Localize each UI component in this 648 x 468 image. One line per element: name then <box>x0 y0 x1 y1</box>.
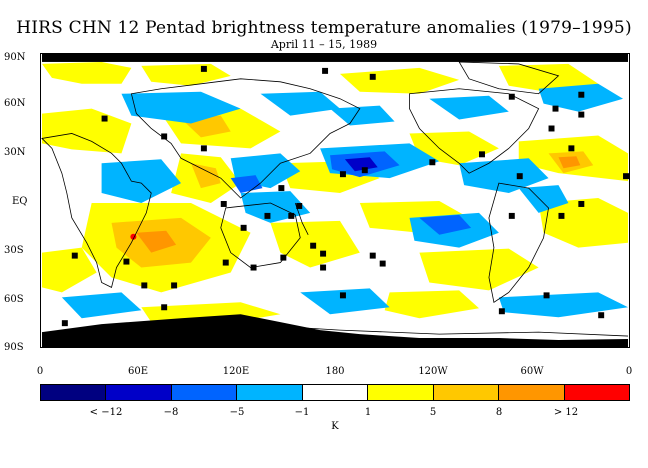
lat-label-30n: 30N <box>4 147 26 158</box>
colorbar-label: −1 <box>294 407 310 418</box>
colorbar-segment <box>106 385 172 400</box>
colorbar-label: 1 <box>364 407 372 418</box>
colorbar-segment <box>433 385 500 400</box>
colorbar-segment <box>499 385 565 400</box>
south-pole-missing <box>42 314 628 347</box>
lon-label-60e: 60E <box>127 366 149 377</box>
colorbar-segment <box>237 385 303 400</box>
colorbar-segment <box>302 385 369 400</box>
warm-anomalies-strong <box>136 156 581 253</box>
missing-data <box>61 65 629 327</box>
lon-label-0-end: 0 <box>625 366 633 377</box>
lat-label-eq: EQ <box>12 196 28 207</box>
colorbar-segment <box>171 385 238 400</box>
lon-label-60w: 60W <box>520 366 544 377</box>
lon-label-120w: 120W <box>418 366 448 377</box>
lat-label-60n: 60N <box>4 98 26 109</box>
colorbar-segment <box>41 385 107 400</box>
colorbar-segment <box>564 385 629 400</box>
lat-label-90s: 90S <box>4 342 24 353</box>
colorbar-label: 8 <box>495 407 503 418</box>
lon-label-180: 180 <box>325 366 345 377</box>
colorbar-label: −5 <box>229 407 245 418</box>
chart-subtitle: April 11 – 15, 1989 <box>270 38 378 51</box>
colorbar-label: 5 <box>429 407 437 418</box>
colorbar-segment <box>368 385 434 400</box>
anomaly-map <box>41 54 629 347</box>
cold-anomalies-strong <box>344 157 378 172</box>
lat-label-60s: 60S <box>4 294 24 305</box>
lon-label-120e: 120E <box>222 366 250 377</box>
north-pole-missing <box>42 54 628 62</box>
colorbar-label: < −12 <box>89 407 123 418</box>
chart-title: HIRS CHN 12 Pentad brightness temperatur… <box>16 18 632 38</box>
colorbar-unit: K <box>331 421 339 432</box>
colorbar-label: > 12 <box>553 407 579 418</box>
lat-label-90n: 90N <box>4 52 26 63</box>
coastlines <box>41 61 629 337</box>
lon-label-0: 0 <box>36 366 44 377</box>
colorbar <box>40 384 630 401</box>
colorbar-label: −8 <box>163 407 179 418</box>
lat-label-30s: 30S <box>4 245 24 256</box>
map-area <box>40 53 630 348</box>
